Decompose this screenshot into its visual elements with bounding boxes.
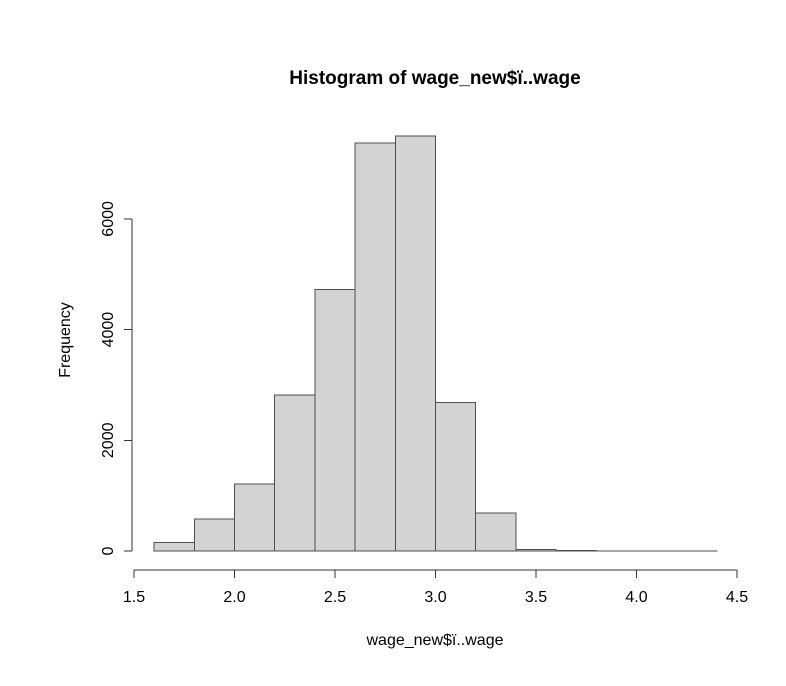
x-axis-tick-label-1: 2.0 <box>223 589 245 606</box>
x-axis-tick-label-3: 3.0 <box>424 589 446 606</box>
x-axis-tick-label-4: 3.5 <box>525 589 547 606</box>
x-axis-tick-label-0: 1.5 <box>123 589 145 606</box>
histogram-bar-9 <box>515 548 557 552</box>
x-axis-tick-label-5: 4.0 <box>625 589 647 606</box>
histogram-bar-3 <box>274 394 316 552</box>
y-axis-tick-label-1: 2000 <box>100 422 117 458</box>
x-axis-label: wage_new$ï..wage <box>366 632 504 649</box>
x-axis-tick-label-2: 2.5 <box>324 589 346 606</box>
histogram-bar-7 <box>435 402 477 552</box>
histogram-bar-5 <box>354 142 396 552</box>
histogram-bar-4 <box>314 289 356 552</box>
histogram-bar-0 <box>153 542 195 552</box>
y-axis-tick-label-2: 4000 <box>100 312 117 348</box>
chart-title: Histogram of wage_new$ï..wage <box>289 68 581 89</box>
histogram-bar-10 <box>555 549 597 552</box>
histogram-bar-2 <box>234 483 276 552</box>
y-axis-label-text: Frequency <box>57 302 74 378</box>
x-axis-tick-label-6: 4.5 <box>726 589 748 606</box>
y-axis-tick-label-0: 0 <box>100 546 117 555</box>
histogram-bar-8 <box>475 512 517 552</box>
histogram-bar-6 <box>394 135 436 552</box>
histogram-bar-1 <box>193 518 236 552</box>
y-axis-tick-label-3: 6000 <box>100 201 117 237</box>
